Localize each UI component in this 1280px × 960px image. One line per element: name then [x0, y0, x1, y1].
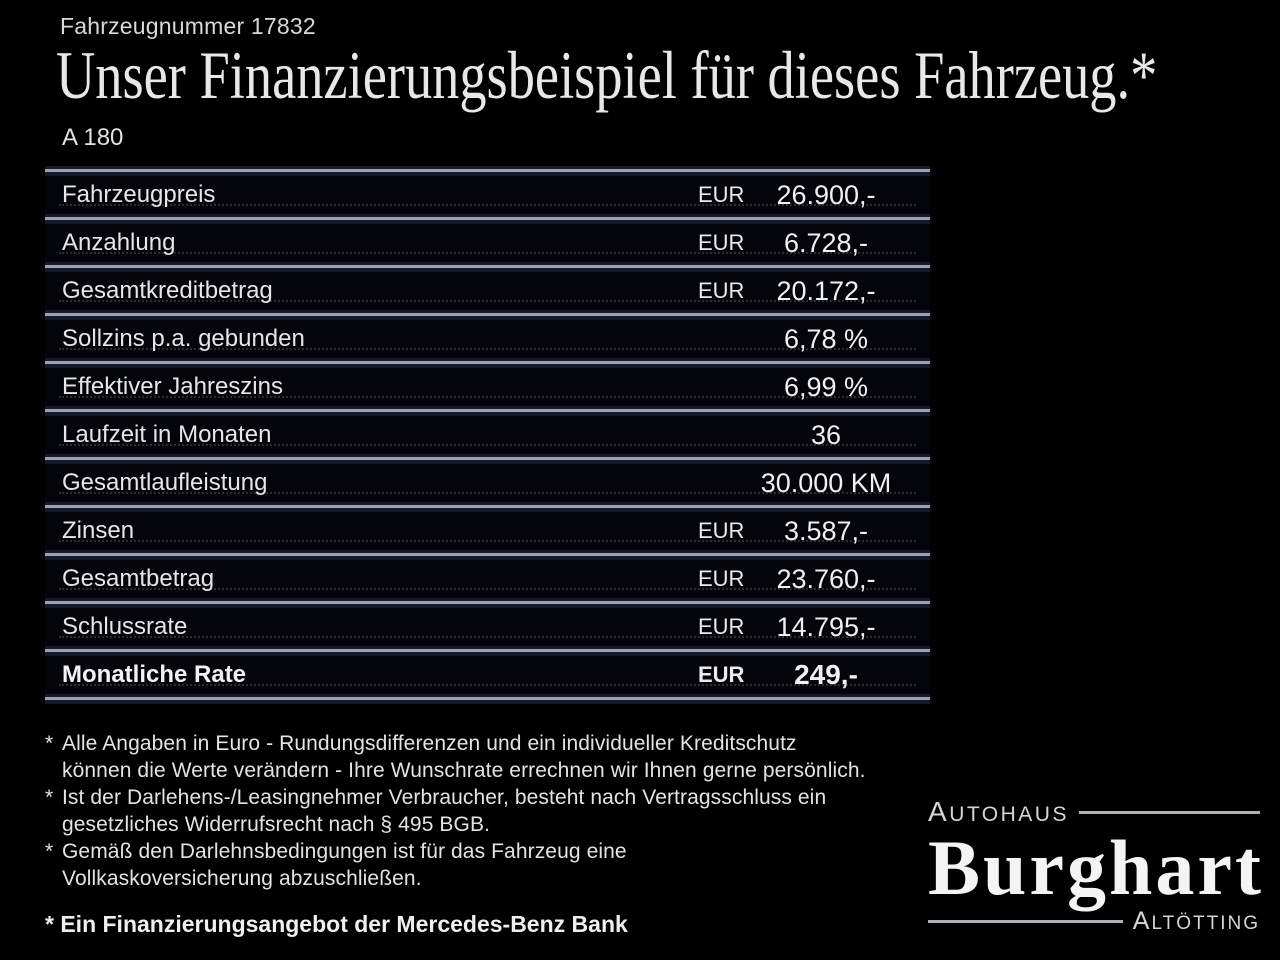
dealer-logo-bottom-line	[928, 920, 1123, 923]
dealer-logo-top-row: AUTOHAUS	[928, 796, 1260, 828]
row-currency: EUR	[698, 182, 745, 207]
row-separator	[45, 310, 930, 320]
footnote: * Gemäß den Darlehnsbedingungen ist für …	[45, 838, 940, 892]
row-currency: EUR	[698, 278, 745, 303]
row-value: 3.587,-	[783, 515, 869, 546]
leader-dots	[59, 300, 916, 302]
footnote-text: Gemäß den Darlehnsbedingungen ist für da…	[62, 840, 627, 890]
dealer-logo-bottom-row: ALTÖTTING	[928, 907, 1260, 936]
row-separator	[45, 214, 930, 224]
row-value: 30.000 KM	[760, 467, 892, 498]
row-value: 36	[810, 419, 842, 450]
row-label: Gesamtkreditbetrag	[62, 277, 273, 304]
row-currency: EUR	[698, 566, 745, 591]
footnote: * Alle Angaben in Euro - Rundungsdiffere…	[45, 730, 940, 784]
row-separator	[45, 646, 930, 656]
row-currency: EUR	[698, 518, 745, 543]
leader-dots	[59, 636, 916, 638]
leader-dots	[59, 684, 916, 686]
financing-bank-note: * Ein Finanzierungsangebot der Mercedes-…	[45, 911, 628, 937]
dealer-logo-name: Burghart	[928, 824, 1264, 911]
table-row: Anzahlung EUR 6.728,-	[45, 224, 930, 262]
row-label: Anzahlung	[62, 229, 176, 256]
row-separator	[45, 262, 930, 272]
vehicle-number: Fahrzeugnummer 17832	[60, 13, 316, 39]
page-title: Unser Finanzierungsbeispiel für dieses F…	[56, 37, 1158, 113]
row-label: Effektiver Jahreszins	[62, 373, 283, 400]
table-row: Fahrzeugpreis EUR 26.900,-	[45, 176, 930, 214]
row-separator	[45, 358, 930, 368]
footnotes: * Alle Angaben in Euro - Rundungsdiffere…	[45, 730, 940, 892]
row-value: 6.728,-	[783, 227, 869, 258]
row-separator	[45, 694, 930, 704]
row-label: Fahrzeugpreis	[62, 181, 216, 208]
row-value: 6,99 %	[783, 371, 869, 402]
row-value: 14.795,-	[776, 611, 876, 642]
row-label: Schlussrate	[62, 613, 188, 640]
footnote-marker: *	[45, 732, 54, 755]
row-separator	[45, 550, 930, 560]
row-value: 249,-	[794, 659, 858, 690]
row-label: Laufzeit in Monaten	[62, 421, 272, 448]
financing-table: Fahrzeugpreis EUR 26.900,- Anzahlung EUR…	[45, 166, 930, 704]
row-value: 20.172,-	[776, 275, 876, 306]
row-label: Gesamtlaufleistung	[62, 469, 268, 496]
row-currency: EUR	[698, 614, 745, 639]
leader-dots	[59, 396, 916, 398]
row-value: 6,78 %	[783, 323, 869, 354]
row-currency: EUR	[698, 230, 745, 255]
row-label: Sollzins p.a. gebunden	[62, 325, 305, 352]
row-label: Gesamtbetrag	[62, 565, 215, 592]
footnote-marker: *	[45, 786, 54, 809]
footnote: * Ist der Darlehens-/Leasingnehmer Verbr…	[45, 784, 940, 838]
footnote-text: Ist der Darlehens-/Leasingnehmer Verbrau…	[62, 786, 827, 836]
dealer-logo-top-line	[1078, 810, 1260, 814]
leader-dots	[59, 444, 916, 446]
leader-dots	[59, 588, 916, 590]
row-currency: EUR	[698, 662, 745, 687]
table-row: Zinsen EUR 3.587,-	[45, 512, 930, 550]
row-label: Monatliche Rate	[62, 661, 247, 688]
dealer-logo: AUTOHAUS Burghart ALTÖTTING	[928, 796, 1264, 936]
table-row: Gesamtlaufleistung 30.000 KM	[45, 464, 930, 502]
leader-dots	[59, 348, 916, 350]
dealer-logo-city-label: ALTÖTTING	[1132, 907, 1260, 935]
row-label: Zinsen	[62, 517, 135, 544]
footnote-marker: *	[45, 840, 54, 863]
table-row: Laufzeit in Monaten 36	[45, 416, 930, 454]
table-row: Gesamtbetrag EUR 23.760,-	[45, 560, 930, 598]
row-value: 26.900,-	[776, 179, 876, 210]
row-separator	[45, 406, 930, 416]
model-name: A 180	[62, 124, 124, 151]
table-row: Gesamtkreditbetrag EUR 20.172,-	[45, 272, 930, 310]
row-separator	[45, 598, 930, 608]
footnote-text: Alle Angaben in Euro - Rundungsdifferenz…	[62, 732, 866, 782]
dealer-logo-autohaus-label: AUTOHAUS	[928, 796, 1069, 827]
row-separator	[45, 166, 930, 176]
table-row: Effektiver Jahreszins 6,99 %	[45, 368, 930, 406]
row-separator	[45, 454, 930, 464]
table-row: Monatliche Rate EUR 249,-	[45, 656, 930, 694]
leader-dots	[59, 540, 916, 542]
table-row: Sollzins p.a. gebunden 6,78 %	[45, 320, 930, 358]
leader-dots	[59, 252, 916, 254]
leader-dots	[59, 204, 916, 206]
row-separator	[45, 502, 930, 512]
table-row: Schlussrate EUR 14.795,-	[45, 608, 930, 646]
row-value: 23.760,-	[776, 563, 876, 594]
leader-dots	[59, 492, 916, 494]
